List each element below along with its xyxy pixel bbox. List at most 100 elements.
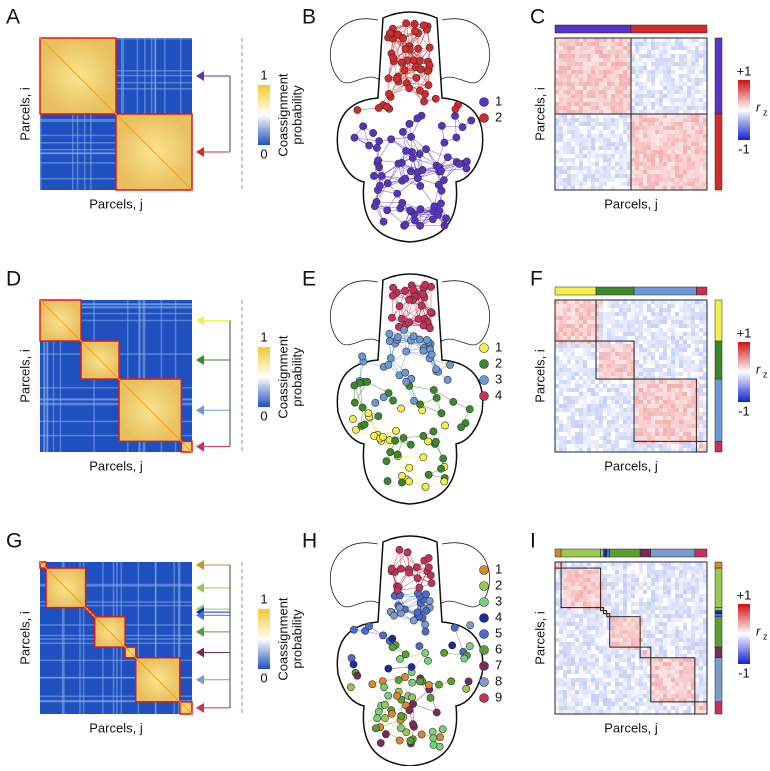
corr-cell bbox=[699, 158, 703, 162]
corr-cell bbox=[687, 404, 691, 408]
corr-cell bbox=[555, 70, 559, 74]
corr-cell bbox=[559, 146, 563, 150]
node bbox=[365, 410, 372, 417]
corr-cell bbox=[695, 312, 699, 316]
corr-cell bbox=[563, 590, 567, 594]
corr-cell bbox=[687, 42, 691, 46]
corr-cell bbox=[591, 586, 595, 590]
panel-letter: E bbox=[302, 268, 316, 291]
corr-cell bbox=[559, 638, 563, 642]
corr-cell bbox=[651, 404, 655, 408]
corr-cell bbox=[607, 440, 611, 444]
corr-cell bbox=[595, 70, 599, 74]
corr-cell bbox=[683, 638, 687, 642]
corr-cell bbox=[631, 106, 635, 110]
node bbox=[416, 336, 423, 343]
corr-cell bbox=[615, 174, 619, 178]
corr-cell bbox=[687, 408, 691, 412]
corr-cell bbox=[639, 58, 643, 62]
corr-cell bbox=[603, 90, 607, 94]
corr-cell bbox=[635, 602, 639, 606]
corr-cell bbox=[691, 70, 695, 74]
node bbox=[418, 731, 425, 738]
module-bar-top bbox=[634, 287, 696, 295]
corr-cell bbox=[667, 300, 671, 304]
corr-cell bbox=[691, 440, 695, 444]
node bbox=[450, 398, 457, 405]
eye-outline bbox=[440, 281, 490, 345]
corr-cell bbox=[559, 316, 563, 320]
corr-cell bbox=[583, 396, 587, 400]
corr-cell bbox=[623, 182, 627, 186]
corr-cell bbox=[603, 594, 607, 598]
corr-cell bbox=[599, 416, 603, 420]
corr-cell bbox=[571, 66, 575, 70]
corr-cell bbox=[607, 138, 611, 142]
corr-cell bbox=[655, 622, 659, 626]
corr-cell bbox=[651, 114, 655, 118]
corr-cell bbox=[611, 654, 615, 658]
corr-cell bbox=[627, 638, 631, 642]
corr-cell bbox=[659, 50, 663, 54]
corr-cell bbox=[643, 384, 647, 388]
node bbox=[392, 437, 399, 444]
corr-cell bbox=[639, 174, 643, 178]
corr-cell bbox=[571, 420, 575, 424]
corr-cell bbox=[699, 138, 703, 142]
corr-cell bbox=[667, 372, 671, 376]
corr-cell bbox=[671, 416, 675, 420]
corr-cell bbox=[639, 638, 643, 642]
corr-cell bbox=[667, 82, 671, 86]
corr-cell bbox=[655, 344, 659, 348]
corr-cell bbox=[635, 86, 639, 90]
node bbox=[440, 177, 447, 184]
corr-cell bbox=[599, 86, 603, 90]
corr-cell bbox=[583, 336, 587, 340]
corr-cell bbox=[655, 658, 659, 662]
corr-cell bbox=[635, 384, 639, 388]
corr-cell bbox=[563, 142, 567, 146]
corr-cell bbox=[667, 38, 671, 42]
corr-cell bbox=[627, 360, 631, 364]
corr-cell bbox=[591, 626, 595, 630]
corr-cell bbox=[699, 360, 703, 364]
corr-cell bbox=[663, 400, 667, 404]
corr-cell bbox=[671, 384, 675, 388]
corr-cell bbox=[619, 348, 623, 352]
corr-cell bbox=[635, 614, 639, 618]
corr-cell bbox=[671, 606, 675, 610]
corr-cell bbox=[671, 610, 675, 614]
corr-cell bbox=[659, 408, 663, 412]
colorbar bbox=[258, 347, 270, 407]
node bbox=[389, 397, 396, 404]
corr-cell bbox=[563, 662, 567, 666]
corr-cell bbox=[679, 118, 683, 122]
corr-cell bbox=[563, 630, 567, 634]
node bbox=[384, 180, 391, 187]
corr-cell bbox=[695, 420, 699, 424]
corr-cell bbox=[591, 54, 595, 58]
corr-cell bbox=[667, 436, 671, 440]
corr-cell bbox=[615, 566, 619, 570]
corr-cell bbox=[591, 352, 595, 356]
corr-cell bbox=[699, 340, 703, 344]
corr-cell bbox=[655, 328, 659, 332]
corr-cell bbox=[647, 300, 651, 304]
corr-cell bbox=[691, 122, 695, 126]
corr-cell bbox=[559, 74, 563, 78]
corr-cell bbox=[675, 428, 679, 432]
corr-cell bbox=[619, 62, 623, 66]
corr-cell bbox=[587, 570, 591, 574]
corr-cell bbox=[699, 388, 703, 392]
corr-cell bbox=[675, 396, 679, 400]
corr-cell bbox=[651, 344, 655, 348]
corr-cell bbox=[555, 562, 559, 566]
corr-cell bbox=[687, 420, 691, 424]
node bbox=[385, 90, 392, 97]
corr-cell bbox=[695, 646, 699, 650]
corr-cell bbox=[659, 412, 663, 416]
corr-cell bbox=[647, 158, 651, 162]
corr-cell bbox=[623, 586, 627, 590]
corr-cell bbox=[567, 150, 571, 154]
node bbox=[426, 597, 433, 604]
